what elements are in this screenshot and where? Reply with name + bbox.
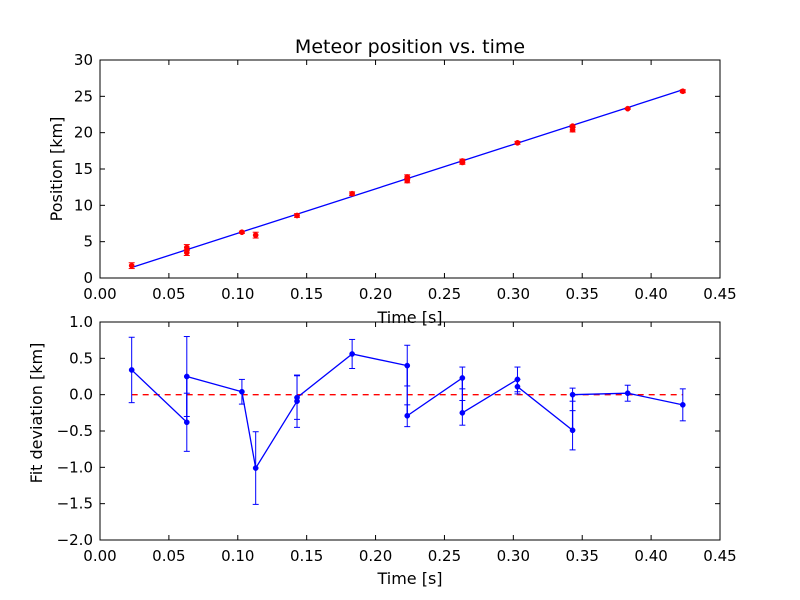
position-plot-xtick-label: 0.40	[634, 285, 667, 303]
deviation-plot-data-point	[624, 390, 631, 397]
position-plot-title: Meteor position vs. time	[295, 36, 525, 58]
position-plot-data-point	[183, 244, 190, 251]
deviation-plot-data-point	[459, 375, 466, 381]
deviation-plot-xtick-label: 0.25	[428, 547, 461, 565]
deviation-plot-data-point	[183, 419, 190, 426]
position-plot-ytick-label: 15	[74, 160, 93, 178]
deviation-plot-xtick-label: 0.35	[566, 547, 599, 565]
deviation-plot-ylabel: Fit deviation [km]	[27, 343, 46, 484]
deviation-plot-xtick-label: 0.05	[152, 547, 185, 565]
deviation-plot-data-point	[128, 367, 135, 373]
position-plot-marks: 0.00 0.05 0.10 0.15 0.20 0.25 0.30 0.35 0.40 0.45…	[74, 51, 737, 303]
deviation-plot-ytick-label: −0.5	[57, 422, 93, 440]
deviation-plot-data-point	[569, 391, 576, 398]
position-plot-data-point	[569, 123, 576, 129]
deviation-plot-xtick-label: 0.40	[634, 547, 667, 565]
position-plot-ytick-label: 25	[74, 87, 93, 105]
position-plot-xlabel: Time [s]	[376, 308, 442, 327]
deviation-plot-data-point	[294, 394, 300, 401]
deviation-plot-ytick-label: 0.0	[69, 386, 93, 404]
deviation-plot-ytick-label: 0.5	[69, 349, 93, 367]
deviation-plot-xlabel: Time [s]	[376, 569, 442, 588]
position-plot-xtick-label: 0.20	[359, 285, 392, 303]
position-plot-data-point	[404, 174, 411, 180]
deviation-plot-ytick-label: −1.5	[57, 495, 93, 513]
deviation-plot: Time [s] Fit deviation [km] 0.00 0.05 0.10…	[27, 313, 737, 588]
deviation-plot-data-point	[514, 383, 521, 390]
deviation-plot-ytick-label: −2.0	[57, 531, 93, 549]
deviation-plot-xtick-label: 0.15	[290, 547, 323, 565]
position-plot-xtick-label: 0.45	[703, 285, 736, 303]
deviation-plot-xtick-label: 0.30	[497, 547, 530, 565]
position-plot-xtick-label: 0.35	[566, 285, 599, 303]
position-plot-data-point	[128, 262, 135, 269]
position-plot-ylabel: Position [km]	[47, 117, 66, 222]
position-plot-ytick-label: 30	[74, 51, 93, 69]
deviation-plot-frame	[99, 321, 721, 541]
position-plot-ytick-label: 0	[83, 269, 93, 287]
position-plot-ytick-label: 20	[74, 124, 93, 142]
position-plot-ytick-label: 5	[83, 233, 93, 251]
deviation-plot-data-point	[404, 362, 411, 369]
position-plot-xtick-label: 0.05	[152, 285, 185, 303]
deviation-plot-data-point	[349, 351, 355, 357]
position-plot-data-point	[252, 232, 259, 238]
deviation-plot-xtick-label: 0.45	[703, 547, 736, 565]
position-plot-data-point	[459, 158, 466, 164]
deviation-plot-ytick-label: −1.0	[57, 458, 93, 476]
deviation-plot-data-point	[404, 412, 411, 419]
position-plot-data-point	[239, 229, 245, 236]
deviation-plot-xtick-label: 0.00	[83, 547, 116, 565]
position-plot-xtick-label: 0.10	[221, 285, 254, 303]
deviation-plot-data-point	[252, 465, 259, 471]
position-plot-xtick-label: 0.15	[290, 285, 323, 303]
position-plot: Meteor position vs. time Time [s] Positi…	[47, 36, 737, 327]
position-plot-data-point	[679, 88, 686, 95]
position-plot-xtick-label: 0.25	[428, 285, 461, 303]
deviation-plot-data-point	[679, 401, 686, 408]
deviation-plot-ytick-label: 1.0	[69, 313, 93, 331]
deviation-plot-xtick-label: 0.10	[221, 547, 254, 565]
position-plot-frame	[99, 59, 721, 279]
deviation-plot-marks: 0.00 0.05 0.10 0.15 0.20 0.25 0.30 0.35 0.40 0.45…	[57, 313, 737, 565]
position-plot-xtick-label: 0.00	[83, 285, 116, 303]
position-plot-data-point	[349, 190, 355, 197]
deviation-plot-xtick-label: 0.20	[359, 547, 392, 565]
position-plot-xtick-label: 0.30	[497, 285, 530, 303]
position-plot-data-point	[624, 105, 631, 112]
deviation-plot-data-point	[459, 409, 466, 416]
position-plot-data-point	[294, 212, 300, 219]
deviation-plot-data-point	[239, 388, 245, 395]
deviation-plot-data-point	[183, 373, 190, 380]
position-plot-data-point	[514, 139, 521, 146]
deviation-plot-data-point	[569, 427, 576, 434]
position-plot-ytick-label: 10	[74, 196, 93, 214]
